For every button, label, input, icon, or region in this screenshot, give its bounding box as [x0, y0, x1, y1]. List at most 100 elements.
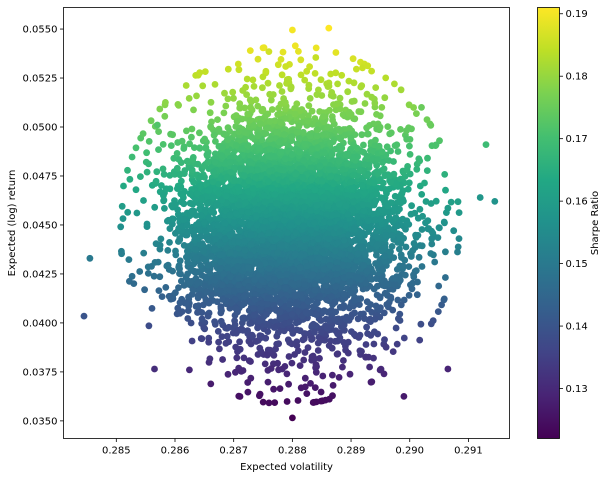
scatter-point [294, 397, 302, 404]
scatter-point [418, 263, 426, 270]
scatter-point [334, 80, 341, 88]
scatter-point [387, 147, 394, 155]
scatter-point [132, 186, 140, 194]
scatter-point [297, 56, 305, 64]
scatter-point [408, 285, 416, 293]
scatter-point [435, 224, 443, 232]
scatter-point [360, 141, 367, 149]
scatter-point [264, 79, 272, 87]
scatter-point [177, 177, 185, 185]
scatter-point [295, 48, 302, 55]
scatter-point [404, 185, 412, 193]
scatter-point [175, 284, 182, 291]
scatter-point [455, 235, 463, 243]
scatter-point [180, 143, 188, 151]
scatter-point [224, 95, 232, 103]
scatter-point [188, 125, 196, 133]
scatter-point [207, 98, 215, 106]
scatter-point [291, 42, 299, 50]
scatter-point [305, 102, 313, 109]
scatter-point [158, 293, 166, 300]
scatter-point [221, 235, 229, 243]
scatter-point [346, 124, 353, 132]
scatter-point [363, 284, 370, 292]
scatter-point [356, 347, 364, 355]
scatter-point [391, 281, 398, 289]
scatter-point [231, 321, 239, 329]
scatter-point [376, 366, 384, 374]
scatter-point [294, 347, 302, 355]
scatter-point [435, 282, 443, 290]
scatter-point [400, 334, 408, 342]
scatter-point [390, 254, 398, 261]
scatter-point [196, 129, 203, 137]
scatter-point [416, 205, 424, 213]
scatter-point [198, 335, 206, 343]
scatter-point [283, 78, 291, 86]
scatter-point [254, 102, 262, 110]
scatter-point [340, 339, 348, 346]
scatter-point [287, 83, 295, 91]
scatter-point [295, 122, 303, 130]
scatter-point [305, 81, 313, 89]
scatter-point [246, 116, 254, 124]
scatter-point [278, 365, 286, 373]
scatter-point [301, 383, 309, 391]
scatter-point [186, 366, 193, 374]
scatter-point [329, 382, 337, 389]
scatter-point [171, 170, 179, 178]
scatter-point [422, 198, 430, 205]
scatter-point [159, 165, 167, 173]
scatter-point [186, 199, 194, 207]
scatter-point [428, 240, 436, 248]
scatter-point [339, 304, 347, 312]
scatter-point [240, 354, 248, 362]
scatter-point [205, 338, 213, 346]
scatter-point [344, 262, 352, 269]
scatter-point [128, 272, 136, 280]
scatter-point [276, 82, 283, 89]
scatter-point [324, 123, 331, 131]
scatter-point [417, 320, 425, 328]
scatter-point [454, 198, 462, 206]
scatter-point [380, 309, 388, 317]
scatter-point [279, 48, 287, 56]
scatter-point [136, 268, 144, 275]
scatter-point [322, 396, 329, 404]
scatter-point [270, 385, 277, 393]
scatter-point [188, 133, 195, 141]
scatter-point [262, 218, 269, 226]
scatter-point [211, 245, 219, 253]
scatter-point [220, 109, 228, 117]
scatter-point [365, 201, 373, 209]
scatter-point [197, 261, 205, 269]
scatter-point [337, 127, 344, 135]
scatter-point [299, 128, 307, 136]
scatter-point [348, 192, 355, 200]
scatter-point [180, 216, 188, 224]
scatter-point [367, 274, 374, 282]
scatter-point [361, 100, 369, 107]
scatter-point [150, 272, 158, 280]
scatter-point [411, 209, 419, 217]
scatter-point [243, 75, 251, 83]
scatter-point [124, 166, 131, 174]
scatter-point [363, 298, 371, 306]
scatter-point [233, 354, 241, 362]
scatter-point [250, 121, 257, 129]
scatter-point [158, 182, 165, 189]
scatter-point [200, 324, 208, 332]
scatter-point [178, 277, 185, 285]
scatter-point [454, 243, 462, 251]
scatter-point [317, 388, 325, 396]
scatter-point [256, 144, 263, 152]
scatter-point [340, 357, 347, 364]
scatter-point [385, 213, 393, 221]
scatter-point [307, 164, 315, 171]
scatter-point [362, 353, 369, 361]
scatter-point [296, 362, 304, 369]
scatter-point [147, 117, 155, 125]
scatter-point [391, 80, 398, 88]
scatter-point [421, 179, 428, 187]
